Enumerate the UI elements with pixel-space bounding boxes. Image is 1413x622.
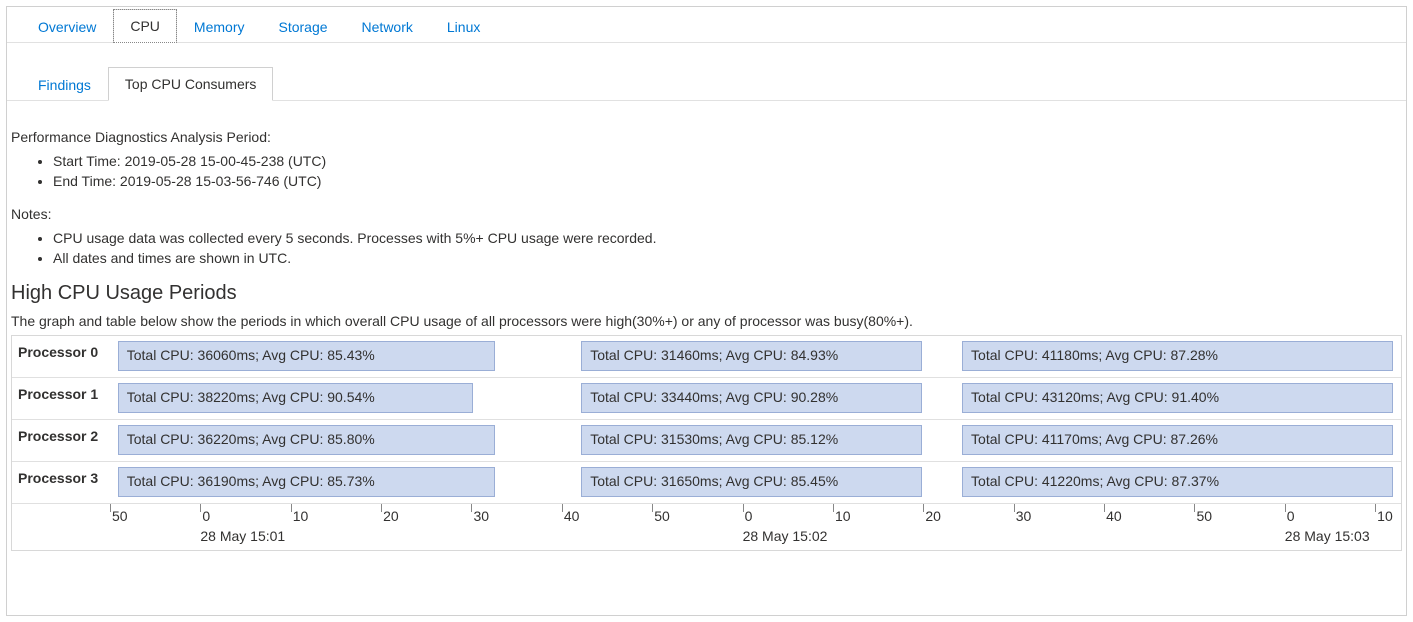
note-item: CPU usage data was collected every 5 sec… [53,228,1402,248]
axis-tick-label: 40 [564,508,580,524]
axis-tick-label: 0 [1287,508,1295,524]
axis-tick-label: 0 [202,508,210,524]
high-cpu-desc: The graph and table below show the perio… [11,313,1402,329]
axis-date-label: 28 May 15:02 [743,528,828,544]
axis-tick [291,504,292,512]
cpu-gantt-chart: Processor 0Total CPU: 36060ms; Avg CPU: … [11,335,1402,551]
axis-tick [652,504,653,512]
cpu-usage-bar[interactable]: Total CPU: 31530ms; Avg CPU: 85.12% [581,425,922,455]
notes-header: Notes: [11,206,1402,222]
subtab-top-cpu-consumers[interactable]: Top CPU Consumers [108,67,274,101]
cpu-usage-bar[interactable]: Total CPU: 36060ms; Avg CPU: 85.43% [118,341,495,371]
axis-date-label: 28 May 15:01 [200,528,285,544]
cpu-usage-bar[interactable]: Total CPU: 41170ms; Avg CPU: 87.26% [962,425,1393,455]
cpu-usage-bar[interactable]: Total CPU: 41180ms; Avg CPU: 87.28% [962,341,1393,371]
tab-linux[interactable]: Linux [430,10,497,43]
note-item: All dates and times are shown in UTC. [53,248,1402,268]
tab-network[interactable]: Network [345,10,430,43]
axis-date-label: 28 May 15:03 [1285,528,1370,544]
processor-row: Processor 2Total CPU: 36220ms; Avg CPU: … [12,420,1401,462]
axis-tick-label: 50 [1196,508,1212,524]
content-area: FindingsTop CPU Consumers Performance Di… [7,57,1406,561]
analysis-end-time: End Time: 2019-05-28 15-03-56-746 (UTC) [53,171,1402,191]
processor-lane: Total CPU: 36190ms; Avg CPU: 85.73% Total… [110,462,1401,503]
processor-lane: Total CPU: 36060ms; Avg CPU: 85.43% Total… [110,336,1401,377]
main-tabstrip: OverviewCPUMemoryStorageNetworkLinux [7,7,1406,43]
processor-label: Processor 0 [12,336,110,377]
time-axis: 50 0 10 20 30 40 50 0 10 20 30 40 50 0 10 28 May 15:01 2… [12,504,1401,550]
axis-tick [110,504,111,512]
axis-tick-label: 50 [112,508,128,524]
axis-tick-label: 30 [1016,508,1032,524]
processor-label: Processor 3 [12,462,110,503]
processor-lane: Total CPU: 38220ms; Avg CPU: 90.54% Total… [110,378,1401,419]
cpu-usage-bar[interactable]: Total CPU: 36190ms; Avg CPU: 85.73% [118,467,495,497]
axis-tick-label: 10 [1377,508,1393,524]
processor-lane: Total CPU: 36220ms; Avg CPU: 85.80% Total… [110,420,1401,461]
cpu-usage-bar[interactable]: Total CPU: 38220ms; Avg CPU: 90.54% [118,383,473,413]
processor-row: Processor 0Total CPU: 36060ms; Avg CPU: … [12,336,1401,378]
cpu-usage-bar[interactable]: Total CPU: 43120ms; Avg CPU: 91.40% [962,383,1393,413]
analysis-period-list: Start Time: 2019-05-28 15-00-45-238 (UTC… [53,151,1402,192]
axis-tick [1194,504,1195,512]
cpu-usage-bar[interactable]: Total CPU: 31650ms; Avg CPU: 85.45% [581,467,922,497]
analysis-period-header: Performance Diagnostics Analysis Period: [11,129,1402,145]
axis-tick [923,504,924,512]
axis-tick-label: 0 [745,508,753,524]
axis-tick-label: 30 [473,508,489,524]
axis-tick [833,504,834,512]
tab-cpu[interactable]: CPU [113,9,177,43]
subtab-findings[interactable]: Findings [21,68,108,101]
sub-tabstrip: FindingsTop CPU Consumers [7,57,1406,101]
cpu-usage-bar[interactable]: Total CPU: 31460ms; Avg CPU: 84.93% [581,341,922,371]
page-container: OverviewCPUMemoryStorageNetworkLinux Fin… [6,6,1407,616]
axis-tick-label: 10 [293,508,309,524]
analysis-start-time: Start Time: 2019-05-28 15-00-45-238 (UTC… [53,151,1402,171]
processor-label: Processor 1 [12,378,110,419]
axis-tick-label: 40 [1106,508,1122,524]
axis-tick [1104,504,1105,512]
high-cpu-title: High CPU Usage Periods [11,282,1402,305]
axis-tick [1375,504,1376,512]
axis-tick [381,504,382,512]
tab-storage[interactable]: Storage [261,10,344,43]
axis-tick-label: 10 [835,508,851,524]
cpu-usage-bar[interactable]: Total CPU: 33440ms; Avg CPU: 90.28% [581,383,922,413]
processor-row: Processor 1Total CPU: 38220ms; Avg CPU: … [12,378,1401,420]
axis-tick-label: 50 [654,508,670,524]
tab-overview[interactable]: Overview [21,10,113,43]
axis-tick [1014,504,1015,512]
axis-tick [200,504,201,512]
processor-row: Processor 3Total CPU: 36190ms; Avg CPU: … [12,462,1401,504]
tab-memory[interactable]: Memory [177,10,262,43]
axis-tick [562,504,563,512]
axis-tick-label: 20 [925,508,941,524]
axis-tick [1285,504,1286,512]
cpu-usage-bar[interactable]: Total CPU: 36220ms; Avg CPU: 85.80% [118,425,495,455]
axis-tick-label: 20 [383,508,399,524]
notes-list: CPU usage data was collected every 5 sec… [53,228,1402,269]
processor-label: Processor 2 [12,420,110,461]
axis-tick [471,504,472,512]
cpu-usage-bar[interactable]: Total CPU: 41220ms; Avg CPU: 87.37% [962,467,1393,497]
analysis-section: Performance Diagnostics Analysis Period:… [7,101,1406,551]
axis-tick [743,504,744,512]
